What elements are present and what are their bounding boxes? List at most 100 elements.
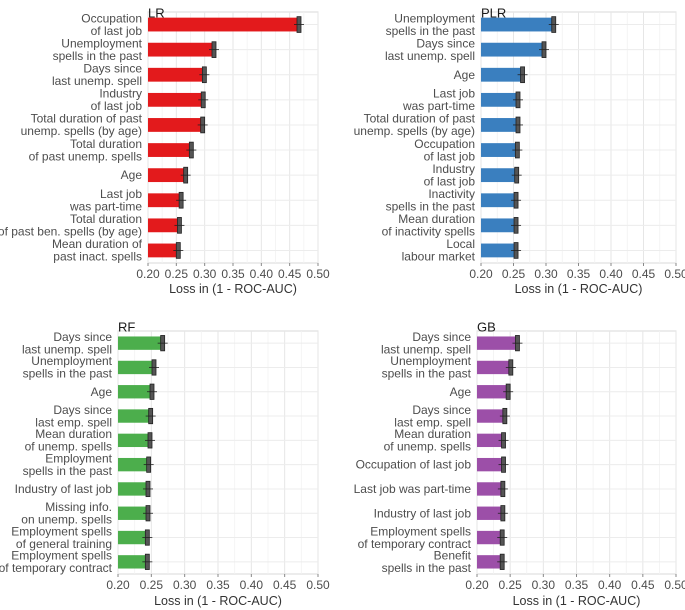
x-axis-label: Loss in (1 - ROC-AUC): [515, 282, 643, 296]
x-tick-label: 0.20: [469, 267, 493, 281]
category-label: Days since last emp. spell: [35, 403, 112, 430]
category-label: Employment spells of general training: [11, 524, 112, 551]
category-label-line: Industry of last job: [374, 506, 472, 520]
category-label-line: Mean duration: [398, 212, 475, 226]
category-label-line: Last job: [100, 187, 142, 201]
panel-title: RF: [118, 320, 135, 335]
category-label: Industry of last job: [91, 87, 143, 114]
bar: [118, 336, 165, 350]
category-label-line: unemp. spells (by age): [21, 124, 142, 138]
category-label: Last job was part-time: [69, 187, 142, 214]
category-label: Mean duration of unemp. spells: [25, 427, 112, 454]
bar: [118, 385, 154, 399]
x-tick-label: 0.50: [664, 578, 685, 592]
x-tick-label: 0.25: [498, 578, 522, 592]
bar: [148, 218, 182, 233]
category-label-line: spells in the past: [53, 49, 143, 63]
bar: [481, 193, 519, 208]
category-label-line: Days since: [412, 330, 471, 344]
category-label-line: of temporary contract: [358, 537, 472, 551]
bar: [481, 118, 520, 132]
category-label-line: labour market: [402, 250, 476, 264]
category-label-line: was part-time: [402, 99, 475, 113]
category-label: Total duration of past unemp. spells (by …: [21, 112, 143, 139]
bar: [118, 360, 156, 375]
x-tick-label: 0.50: [306, 578, 330, 592]
bar: [118, 433, 152, 448]
category-label-line: of inactivity spells: [382, 225, 475, 239]
panel-title: LR: [148, 6, 165, 21]
bar: [477, 530, 505, 545]
bar: [118, 482, 150, 496]
panel-title: GB: [477, 320, 496, 335]
category-label-line: last unemp. spell: [385, 49, 475, 63]
category-label-line: Total duration: [70, 212, 142, 226]
x-tick-label: 0.45: [631, 578, 655, 592]
category-label: Industry of last job: [15, 482, 113, 496]
bar: [481, 168, 519, 183]
category-label: Total duration of past unemp. spells (by …: [354, 112, 476, 139]
category-label-line: Last job: [433, 87, 475, 101]
bar: [481, 67, 525, 82]
bar: [477, 482, 505, 496]
category-label: Mean duration of unemp. spells: [384, 427, 471, 454]
category-label-line: Mean duration of: [52, 237, 143, 251]
category-label-line: spells in the past: [382, 367, 472, 381]
bar: [481, 218, 519, 233]
category-label: Days since last emp. spell: [394, 403, 471, 430]
x-tick-label: 0.30: [173, 578, 197, 592]
category-label: Age: [91, 385, 113, 399]
category-label-line: last emp. spell: [35, 415, 112, 429]
category-label: Benefit spells in the past: [382, 549, 472, 576]
x-tick-label: 0.25: [502, 267, 526, 281]
category-label: Days since last unemp. spell: [52, 62, 142, 89]
category-label-line: Age: [121, 168, 143, 182]
x-tick-label: 0.30: [534, 267, 558, 281]
category-label-line: on unemp. spells: [21, 513, 112, 527]
category-label-line: of general training: [16, 537, 112, 551]
x-tick-label: 0.30: [532, 578, 556, 592]
bar: [477, 336, 520, 350]
category-label: Unemployment spells in the past: [53, 36, 143, 63]
bar: [148, 42, 216, 57]
category-label-line: Benefit: [434, 549, 472, 563]
category-label: Age: [121, 168, 143, 182]
x-tick-label: 0.20: [465, 578, 489, 592]
category-label: Last job was part-time: [402, 87, 475, 114]
category-label-line: spells in the past: [23, 367, 113, 381]
category-label-line: Days since: [53, 403, 112, 417]
category-label: Unemployment spells in the past: [23, 354, 113, 381]
category-label: Mean duration of past inact. spells: [52, 237, 143, 264]
category-label: Occupation of last job: [356, 458, 472, 472]
category-label-line: of temporary contract: [0, 561, 113, 575]
bar: [477, 506, 505, 520]
category-label-line: last unemp. spell: [52, 74, 142, 88]
bar: [477, 433, 506, 448]
category-label: Occupation of last job: [81, 11, 142, 38]
bar: [148, 118, 205, 132]
x-tick-label: 0.45: [278, 267, 302, 281]
category-label-line: Total duration of past: [31, 112, 143, 126]
x-tick-label: 0.35: [567, 267, 591, 281]
x-tick-label: 0.35: [565, 578, 589, 592]
x-tick-label: 0.50: [306, 267, 330, 281]
category-label-line: Last job was part-time: [354, 482, 472, 496]
category-label-line: Days since: [83, 62, 142, 76]
bar: [148, 243, 181, 258]
bar: [477, 360, 513, 375]
category-label: Unemployment spells in the past: [386, 11, 476, 38]
x-tick-label: 0.40: [250, 267, 274, 281]
bar: [477, 409, 507, 423]
category-label: Total duration of past unemp. spells: [29, 137, 142, 164]
category-label-line: last unemp. spell: [381, 342, 471, 356]
x-tick-label: 0.20: [106, 578, 130, 592]
panel-title: PLR: [481, 6, 506, 21]
category-label-line: of past ben. spells (by age): [0, 225, 142, 239]
x-tick-label: 0.40: [599, 267, 623, 281]
category-label-line: Occupation of last job: [356, 458, 472, 472]
category-label: Industry of last job: [424, 162, 476, 189]
x-tick-label: 0.20: [136, 267, 160, 281]
category-label-line: Industry of last job: [15, 482, 113, 496]
category-label-line: of last job: [91, 24, 143, 38]
